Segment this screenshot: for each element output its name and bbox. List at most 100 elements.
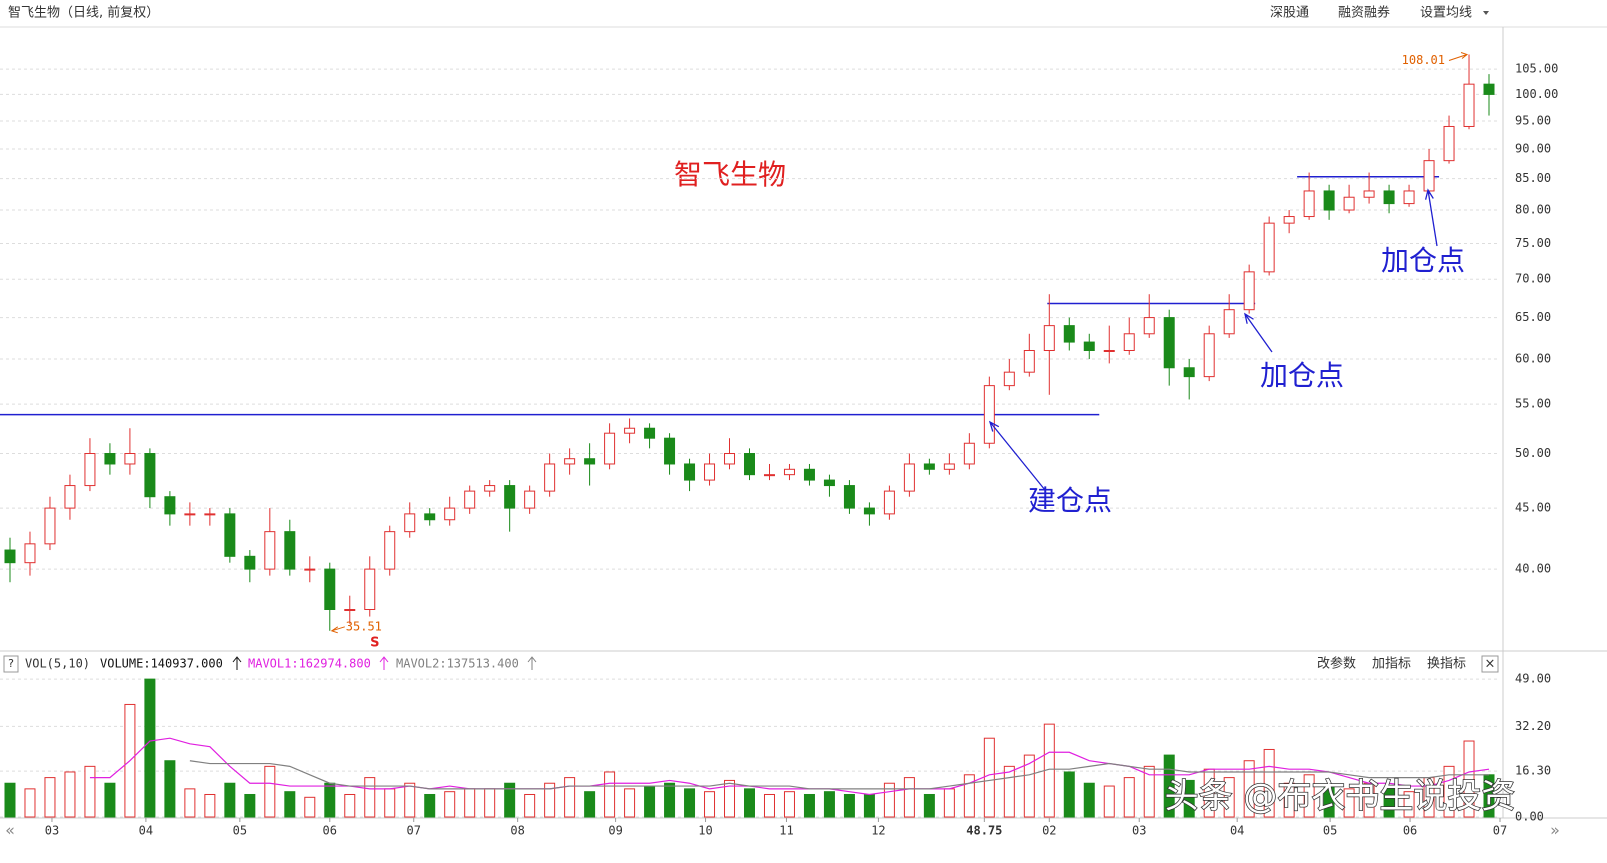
volume-bar <box>823 791 835 818</box>
candle-body <box>644 427 656 439</box>
volume-bar <box>464 788 476 818</box>
candle-body <box>1383 190 1395 205</box>
candle-body <box>1123 333 1135 351</box>
volume-bar <box>1463 740 1475 818</box>
close-button[interactable] <box>1481 655 1499 673</box>
button[interactable]: 换指标 <box>1427 657 1466 672</box>
volume-bar <box>963 774 975 818</box>
volume-bar <box>1263 748 1275 818</box>
x-tick-label: 48.75 <box>966 824 1002 838</box>
y-tick-label: 85.00 <box>1515 171 1551 185</box>
volume-bar <box>504 782 516 818</box>
candle-body <box>1463 83 1475 127</box>
candle-body <box>1403 190 1415 205</box>
annotation-arrow <box>1424 188 1438 247</box>
candle-body <box>124 453 136 465</box>
candle-body <box>364 568 376 611</box>
y-tick-label: 100.00 <box>1515 87 1558 101</box>
volume-bar <box>4 782 16 818</box>
candle-body <box>244 555 256 570</box>
candle-body <box>863 507 875 515</box>
candle-body <box>564 458 576 465</box>
candle-body <box>1483 83 1495 95</box>
y-tick-label: 49.00 <box>1515 672 1551 686</box>
x-tick-label: 08 <box>510 824 524 838</box>
volume-bar <box>883 782 895 818</box>
candle-body <box>1103 349 1115 352</box>
candle-body <box>344 609 356 612</box>
candle-body <box>1223 309 1235 335</box>
volume-bar <box>863 793 875 818</box>
volume-bar <box>1383 788 1395 818</box>
help-button[interactable] <box>3 655 19 673</box>
volume-bar <box>304 796 316 818</box>
volume-bar <box>84 765 96 818</box>
candle-body <box>604 432 616 465</box>
candle-body <box>903 463 915 492</box>
x-tick-label: 03 <box>1132 824 1146 838</box>
button[interactable]: 加指标 <box>1372 657 1411 672</box>
max-label: 108.01 <box>1402 53 1445 67</box>
volume-bar <box>704 791 716 818</box>
candle-body <box>504 485 516 509</box>
volume-bar <box>903 777 915 818</box>
volume-bar <box>564 777 576 818</box>
x-tick-label: 06 <box>1403 824 1417 838</box>
candle-body <box>544 463 556 492</box>
volume-bar <box>644 785 656 818</box>
volume-bar <box>404 782 416 818</box>
volume-readout: VOLUME:140937.000 <box>100 657 223 671</box>
volume-bar <box>1403 791 1415 818</box>
volume-bar <box>144 678 156 818</box>
menu-item[interactable]: 深股通 <box>1270 6 1309 21</box>
candle-body <box>763 474 775 477</box>
volume-bar <box>744 788 756 818</box>
volume-bar <box>1103 785 1115 818</box>
volume-bar <box>1063 771 1075 818</box>
volume-bar <box>783 791 795 818</box>
y-tick-label: 65.00 <box>1515 310 1551 324</box>
volume-bar <box>1023 754 1035 818</box>
volume-bar <box>1003 765 1015 818</box>
candle-body <box>1163 317 1175 369</box>
candle-body <box>803 468 815 481</box>
candle-body <box>883 490 895 515</box>
volume-bar <box>524 793 536 818</box>
x-tick-label: 11 <box>779 824 793 838</box>
min-label: 35.51 <box>346 619 382 633</box>
volume-bar <box>724 779 736 818</box>
volume-bar <box>444 791 456 818</box>
candle-body <box>104 453 116 465</box>
volume-bar <box>1163 754 1175 818</box>
candle-body <box>704 463 716 481</box>
indicator-name: VOL(5,10) <box>25 657 90 671</box>
volume-bar <box>544 782 556 818</box>
x-tick-label: 02 <box>1042 824 1056 838</box>
volume-bar <box>364 777 376 818</box>
volume-bar <box>1443 765 1455 818</box>
volume-bar <box>943 788 955 818</box>
y-tick-label: 105.00 <box>1515 62 1558 76</box>
candle-body <box>264 531 276 570</box>
volume-bar <box>1123 777 1135 818</box>
menu-item[interactable]: 设置均线 <box>1420 6 1472 21</box>
candle-body <box>783 468 795 476</box>
nav-next[interactable]: » <box>1550 821 1560 840</box>
volume-bar <box>424 793 436 818</box>
x-tick-label: 06 <box>323 824 337 838</box>
close-button[interactable]: × <box>1485 657 1496 672</box>
x-tick-label: 07 <box>406 824 420 838</box>
page-title: 智飞生物（日线, 前复权） <box>8 5 159 21</box>
volume-bar <box>264 765 276 818</box>
y-tick-label: 60.00 <box>1515 352 1551 366</box>
help-button[interactable]: ? <box>8 657 14 670</box>
nav-prev[interactable]: « <box>5 821 15 840</box>
candle-body <box>983 385 995 444</box>
candle-body <box>384 531 396 570</box>
menu-item[interactable]: 融资融券 <box>1338 5 1390 21</box>
button[interactable]: 改参数 <box>1317 656 1356 672</box>
candle-body <box>1263 222 1275 273</box>
volume-bar <box>923 793 935 818</box>
